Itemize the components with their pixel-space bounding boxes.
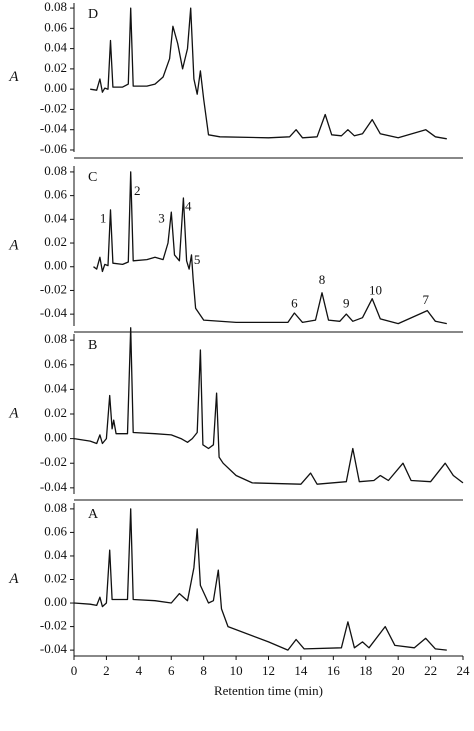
y-tick-label: 0.04 bbox=[44, 40, 67, 55]
y-axis-label: A bbox=[8, 69, 19, 85]
panel-label: A bbox=[88, 507, 99, 522]
peak-label: 8 bbox=[319, 272, 326, 287]
peak-label: 3 bbox=[158, 210, 165, 225]
y-tick-label: -0.02 bbox=[40, 281, 67, 296]
x-tick-label: 16 bbox=[327, 663, 341, 678]
x-tick-label: 22 bbox=[424, 663, 437, 678]
y-tick-label: 0.00 bbox=[44, 80, 67, 95]
y-tick-label: 0.00 bbox=[44, 258, 67, 273]
y-axis-label: A bbox=[8, 405, 19, 421]
y-tick-label: 0.04 bbox=[44, 210, 67, 225]
peak-label: 5 bbox=[194, 252, 201, 267]
peak-label: 2 bbox=[134, 183, 141, 198]
trace bbox=[90, 7, 447, 140]
peak-label: 10 bbox=[369, 283, 382, 298]
trace bbox=[73, 508, 447, 651]
peak-label: 1 bbox=[100, 210, 107, 225]
chart: 0.08 0.06 0.04 0.02 0.00 -0.02 -0.04 -0.06 A D 0.0… bbox=[8, 0, 471, 698]
y-tick-label: 0.08 bbox=[44, 0, 67, 14]
y-tick-label: 0.02 bbox=[44, 234, 67, 249]
y-tick-label: -0.02 bbox=[40, 618, 67, 633]
peak-label: 6 bbox=[291, 296, 298, 311]
x-tick-label: 12 bbox=[262, 663, 275, 678]
y-tick-label: 0.02 bbox=[44, 60, 67, 75]
y-tick-label: -0.06 bbox=[40, 141, 68, 156]
y-axis-label: A bbox=[8, 237, 19, 253]
y-tick-label: 0.06 bbox=[44, 19, 67, 34]
y-tick-label: 0.08 bbox=[44, 163, 67, 178]
y-tick-label: 0.00 bbox=[44, 430, 67, 445]
trace bbox=[73, 327, 464, 485]
y-tick-label: -0.02 bbox=[40, 100, 67, 115]
y-tick-label: 0.06 bbox=[44, 187, 67, 202]
x-tick-label: 2 bbox=[103, 663, 110, 678]
x-tick-label: 4 bbox=[136, 663, 143, 678]
y-tick-label: 0.02 bbox=[44, 570, 67, 585]
y-tick-label: 0.08 bbox=[44, 331, 67, 346]
x-axis-label: Retention time (min) bbox=[214, 683, 323, 698]
x-tick-label: 14 bbox=[294, 663, 308, 678]
x-tick-label: 8 bbox=[200, 663, 207, 678]
x-tick-label: 6 bbox=[168, 663, 175, 678]
y-axis-label: A bbox=[8, 571, 19, 587]
x-tick-label: 0 bbox=[71, 663, 78, 678]
y-tick-label: -0.04 bbox=[40, 121, 68, 136]
trace bbox=[93, 171, 447, 325]
peak-label: 4 bbox=[185, 198, 192, 213]
y-tick-label: 0.04 bbox=[44, 380, 67, 395]
panel-label: B bbox=[88, 338, 97, 353]
x-tick-label: 10 bbox=[230, 663, 243, 678]
x-tick-label: 24 bbox=[457, 663, 471, 678]
y-tick-label: 0.00 bbox=[44, 594, 67, 609]
panel-label: C bbox=[88, 170, 97, 185]
y-tick-label: -0.04 bbox=[40, 305, 68, 320]
x-tick-label: 18 bbox=[359, 663, 372, 678]
y-tick-label: -0.04 bbox=[40, 479, 68, 494]
peak-label: 9 bbox=[343, 296, 350, 311]
peak-label: 7 bbox=[422, 292, 429, 307]
y-tick-label: 0.04 bbox=[44, 547, 67, 562]
y-tick-label: 0.08 bbox=[44, 500, 67, 515]
y-tick-label: 0.06 bbox=[44, 356, 67, 371]
y-tick-label: -0.04 bbox=[40, 641, 68, 656]
y-tick-label: 0.06 bbox=[44, 523, 67, 538]
y-tick-label: -0.02 bbox=[40, 454, 67, 469]
panel-label: D bbox=[88, 7, 98, 22]
x-tick-label: 20 bbox=[392, 663, 405, 678]
y-tick-label: 0.02 bbox=[44, 405, 67, 420]
